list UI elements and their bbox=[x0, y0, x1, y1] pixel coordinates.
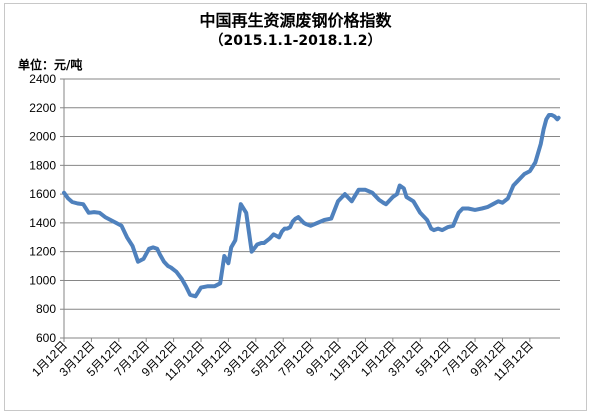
chart-title: 中国再生资源废钢价格指数 bbox=[199, 11, 392, 30]
y-tick-label: 1600 bbox=[29, 187, 56, 201]
axes bbox=[60, 78, 560, 342]
y-tick-labels: 600 800 1000 1200 1400 1600 1800 2000 2200 2400 bbox=[29, 72, 56, 345]
y-tick-label: 1000 bbox=[29, 273, 56, 287]
y-tick-label: 1200 bbox=[29, 245, 56, 259]
chart-subtitle: （2015.1.1-2018.1.2） bbox=[209, 33, 382, 49]
series-line bbox=[62, 113, 561, 299]
y-tick-label: 2200 bbox=[29, 101, 56, 115]
y-tick-label: 1400 bbox=[29, 216, 56, 230]
y-tick-label: 600 bbox=[36, 331, 56, 345]
y-tick-label: 2400 bbox=[29, 72, 56, 86]
x-tick-labels: 1月12日3月12日5月12日7月12日9月12日11月12日1月12日3月12… bbox=[29, 338, 536, 383]
y-axis-unit-label: 单位：元/吨 bbox=[18, 58, 83, 72]
series-group bbox=[62, 113, 561, 299]
y-tick-label: 1800 bbox=[29, 158, 56, 172]
y-tick-label: 2000 bbox=[29, 130, 56, 144]
y-tick-label: 800 bbox=[36, 302, 56, 316]
